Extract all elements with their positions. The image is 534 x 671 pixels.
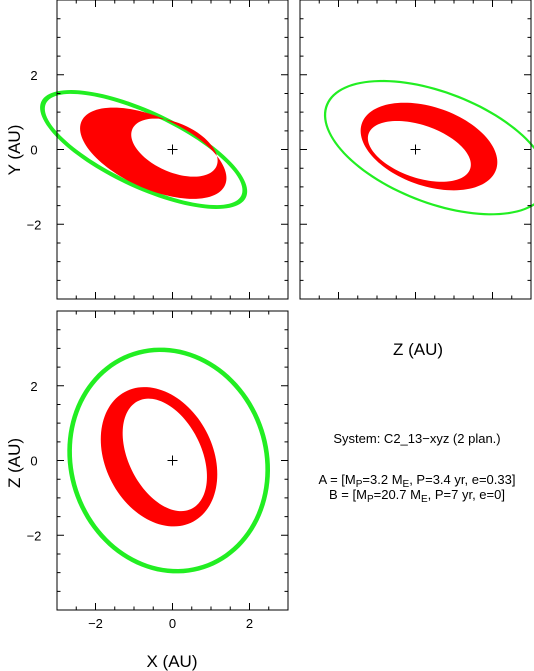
axis-ticks bbox=[300, 0, 531, 299]
x-tick-label: 0 bbox=[169, 616, 176, 631]
x-axis-label: Z (AU) bbox=[393, 340, 443, 359]
y-tick-label: 2 bbox=[30, 68, 37, 83]
star-center-marker bbox=[410, 144, 421, 155]
y-tick-label: 0 bbox=[30, 454, 37, 469]
x-axis-label: X (AU) bbox=[147, 652, 198, 671]
planet-b-prefix: B = [M bbox=[329, 487, 367, 502]
y-tick-label: 0 bbox=[30, 143, 37, 158]
system-label: System: C2_13−xyz (2 plan.) bbox=[333, 431, 501, 446]
panel-xz: −2 0 2 −2 0 2 X (AU) Z (AU) bbox=[5, 310, 289, 671]
y-axis-label: Z (AU) bbox=[5, 438, 24, 488]
planet-b-rest: , P=7 yr, e=0] bbox=[427, 487, 505, 502]
inner-orbit-band bbox=[360, 102, 498, 191]
y-tick-label: −2 bbox=[27, 217, 42, 232]
inner-orbit-band bbox=[80, 107, 227, 199]
y-tick-label: −2 bbox=[27, 528, 42, 543]
axis-ticks bbox=[57, 311, 288, 610]
planet-a-unit-sub: E bbox=[402, 479, 410, 490]
y-axis-label: Y (AU) bbox=[5, 125, 24, 176]
outer-orbit-band bbox=[323, 79, 534, 216]
planet-b-unit-sub: E bbox=[420, 494, 428, 505]
panel-zy: Z (AU) bbox=[299, 0, 534, 359]
planet-a-prefix: A = [M bbox=[318, 472, 356, 487]
planet-b-params: B = [MP=20.7 ME, P=7 yr, e=0] bbox=[300, 487, 534, 505]
planet-b-mass-sub: P bbox=[366, 494, 374, 505]
panel-xy: −2 0 2 Y (AU) bbox=[5, 0, 289, 300]
planet-b-mass: =20.7 M bbox=[373, 487, 421, 502]
planet-a-mass-sub: P bbox=[355, 479, 363, 490]
planet-a-params: A = [MP=3.2 ME, P=3.4 yr, e=0.33] bbox=[300, 472, 534, 490]
star-center-marker bbox=[167, 144, 178, 155]
inner-orbit-band bbox=[100, 387, 218, 527]
planet-a-rest: , P=3.4 yr, e=0.33] bbox=[409, 472, 516, 487]
x-tick-label: 2 bbox=[246, 616, 253, 631]
star-center-marker bbox=[167, 455, 178, 466]
planet-a-mass: =3.2 M bbox=[362, 472, 403, 487]
axis-ticks bbox=[57, 0, 288, 299]
y-tick-label: 2 bbox=[30, 379, 37, 394]
x-tick-label: −2 bbox=[88, 616, 103, 631]
